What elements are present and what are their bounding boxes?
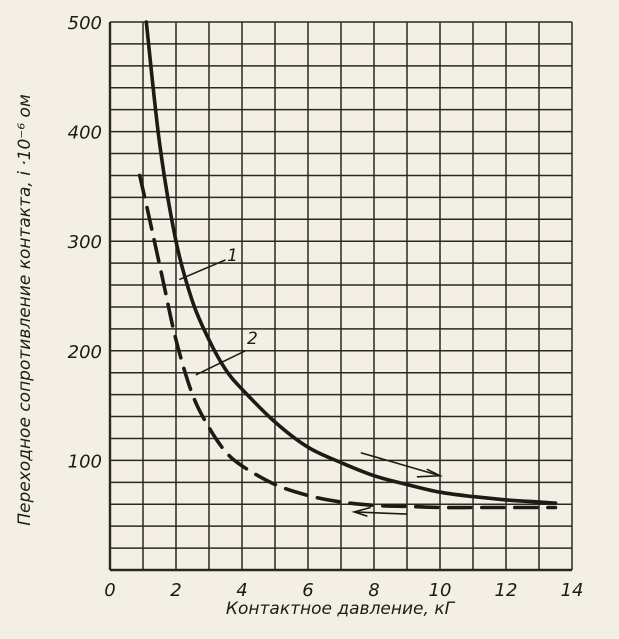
y-tick-label: 400 [68, 123, 102, 144]
x-tick-label: 14 [561, 580, 584, 601]
x-tick-label: 4 [236, 580, 247, 601]
curve-1-leader [178, 259, 226, 281]
arrow-loading-head [416, 468, 444, 478]
curve-2-label: 2 [247, 329, 258, 349]
y-axis-title: Переходное сопротивление контакта, i ·10… [15, 94, 35, 526]
curve-2-leader [195, 350, 246, 376]
grid [108, 21, 573, 572]
arrow-unloading-line [354, 511, 408, 515]
x-tick-label: 10 [429, 580, 452, 601]
y-tick-label: 100 [68, 451, 102, 472]
x-axis-title: Контактное давление, кГ [226, 599, 456, 619]
y-tick-label: 300 [68, 232, 102, 253]
curve-labels: 12 [178, 246, 444, 518]
x-tick-label: 8 [368, 580, 379, 601]
x-tick-label: 0 [104, 580, 115, 601]
x-tick-label: 2 [170, 580, 181, 601]
y-tick-label: 200 [68, 342, 102, 363]
x-tick-label: 12 [495, 580, 518, 601]
series-line-2 [137, 173, 558, 510]
curve-1-label: 1 [227, 246, 238, 266]
arrow-loading-line [360, 451, 441, 477]
series-line-1 [144, 20, 558, 505]
x-tick-label: 6 [302, 580, 313, 601]
arrow-unloading-head [351, 506, 371, 518]
series-group [137, 20, 558, 510]
y-tick-label: 500 [68, 13, 102, 34]
